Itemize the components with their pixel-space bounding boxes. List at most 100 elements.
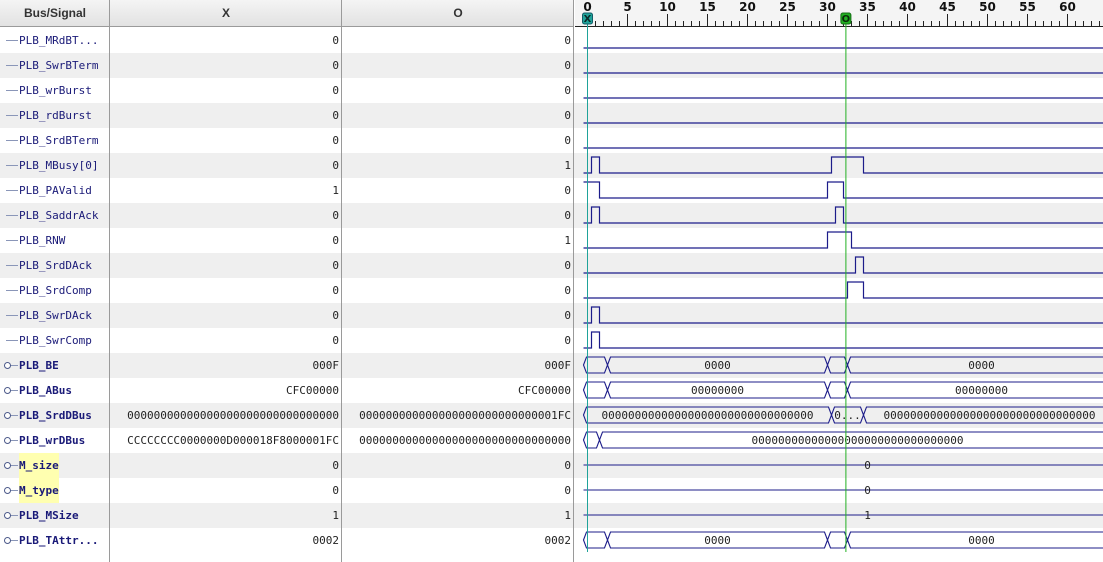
waveform-viewer[interactable]: 0510152025303540455055606000000000000000… xyxy=(575,0,1103,562)
tree-line-icon xyxy=(6,190,18,191)
signal-name[interactable]: PLB_SrdDBus xyxy=(19,409,92,422)
header-bus-signal[interactable]: Bus/Signal xyxy=(0,0,110,27)
bus-value-label: 0000 xyxy=(968,359,995,372)
signal-row[interactable]: PLB_ABus CFC00000 CFC00000 xyxy=(0,378,1103,403)
tree-line-icon xyxy=(6,165,18,166)
signal-name[interactable]: PLB_BE xyxy=(19,359,59,372)
ruler-tick-label: 20 xyxy=(739,0,756,14)
signal-row[interactable]: PLB_TAttr... 0002 0002 xyxy=(0,528,1103,553)
signal-name[interactable]: PLB_ABus xyxy=(19,384,72,397)
ruler-tick-label: 0 xyxy=(583,0,591,14)
o-cursor-label[interactable]: O xyxy=(842,14,851,25)
o-cursor-value: 0 xyxy=(564,284,571,297)
signal-name[interactable]: PLB_SwrDAck xyxy=(19,309,92,322)
signal-row[interactable]: PLB_SrdComp 0 0 xyxy=(0,278,1103,303)
signal-row[interactable]: M_type 0 0 xyxy=(0,478,1103,503)
expand-bus-icon[interactable] xyxy=(4,437,11,444)
signal-name[interactable]: M_size xyxy=(19,453,59,478)
o-cursor-value: 0 xyxy=(564,34,571,47)
x-cursor-value: 0 xyxy=(332,459,339,472)
signal-row[interactable]: PLB_wrBurst 0 0 xyxy=(0,78,1103,103)
signal-name[interactable]: PLB_PAValid xyxy=(19,184,92,197)
ruler-tick-label: 5 xyxy=(623,0,631,14)
expand-bus-icon[interactable] xyxy=(4,537,11,544)
tree-line-icon xyxy=(6,115,18,116)
signal-name[interactable]: PLB_SaddrAck xyxy=(19,209,99,222)
x-cursor-value: 0 xyxy=(332,159,339,172)
x-cursor-value: 0002 xyxy=(312,534,340,547)
signal-row[interactable]: PLB_SrdBTerm 0 0 xyxy=(0,128,1103,153)
signal-name[interactable]: PLB_rdBurst xyxy=(19,109,92,122)
o-cursor-value: 0 xyxy=(564,309,571,322)
x-cursor-value: 1 xyxy=(332,509,339,522)
o-cursor-value: 1 xyxy=(564,509,571,522)
x-cursor-value: 000F xyxy=(312,359,340,372)
bus-segment xyxy=(846,531,1103,549)
signal-name[interactable]: PLB_RNW xyxy=(19,234,66,247)
divider-x[interactable] xyxy=(341,0,342,562)
signal-name[interactable]: PLB_SwrBTerm xyxy=(19,59,99,72)
signal-waveform xyxy=(583,181,1103,199)
tree-line-icon xyxy=(6,215,18,216)
expand-bus-icon[interactable] xyxy=(4,387,11,394)
x-cursor-value: 0 xyxy=(332,284,339,297)
tree-line-icon xyxy=(6,265,18,266)
bus-segment xyxy=(846,356,1103,374)
expand-bus-icon[interactable] xyxy=(4,512,11,519)
expand-bus-icon[interactable] xyxy=(4,362,11,369)
signal-name[interactable]: PLB_MRdBT... xyxy=(19,34,99,47)
signal-waveform xyxy=(583,281,1103,299)
o-cursor-marker[interactable] xyxy=(840,12,852,25)
signal-name[interactable]: PLB_SrdComp xyxy=(19,284,92,297)
x-cursor-value: 0 xyxy=(332,109,339,122)
tree-line-icon xyxy=(6,415,18,416)
ruler-tick-label: 55 xyxy=(1019,0,1036,14)
expand-bus-icon[interactable] xyxy=(4,412,11,419)
tree-line-icon xyxy=(6,65,18,66)
o-cursor-value: 0 xyxy=(564,259,571,272)
divider-o[interactable] xyxy=(573,0,574,562)
o-cursor-value: 1 xyxy=(564,159,571,172)
bus-segment xyxy=(826,531,849,549)
ruler-tick-label: 10 xyxy=(659,0,676,14)
signal-name[interactable]: PLB_MBusy[0] xyxy=(19,159,99,172)
expand-bus-icon[interactable] xyxy=(4,487,11,494)
signal-name[interactable]: PLB_MSize xyxy=(19,509,79,522)
signal-row[interactable]: PLB_MRdBT... 0 0 xyxy=(0,28,1103,53)
x-cursor-marker[interactable] xyxy=(582,12,593,25)
signal-name[interactable]: PLB_SrdDAck xyxy=(19,259,92,272)
x-cursor-value: 0 xyxy=(332,234,339,247)
signal-name[interactable]: PLB_wrDBus xyxy=(19,434,86,447)
signal-row[interactable]: PLB_RNW 0 1 xyxy=(0,228,1103,253)
signal-name[interactable]: PLB_wrBurst xyxy=(19,84,92,97)
x-cursor-value: CCCCCCCC0000000D000018F8000001FC xyxy=(127,434,339,447)
o-cursor-value: 0 xyxy=(564,84,571,97)
signal-row[interactable]: PLB_wrDBus CCCCCCCC0000000D000018F8000001… xyxy=(0,428,1103,453)
signal-name[interactable]: PLB_SwrComp xyxy=(19,334,92,347)
expand-bus-icon[interactable] xyxy=(4,462,11,469)
tree-line-icon xyxy=(6,465,18,466)
header-o-value[interactable]: O xyxy=(342,0,574,27)
header-x-value[interactable]: X xyxy=(110,0,342,27)
tree-line-icon xyxy=(6,390,18,391)
x-cursor-value: 0 xyxy=(332,484,339,497)
tree-line-icon xyxy=(6,290,18,291)
tree-line-icon xyxy=(6,365,18,366)
o-cursor-value: 0 xyxy=(564,109,571,122)
signal-name[interactable]: PLB_SrdBTerm xyxy=(19,134,99,147)
signal-row[interactable]: PLB_SwrComp 0 0 xyxy=(0,328,1103,353)
signal-row[interactable]: PLB_PAValid 1 0 xyxy=(0,178,1103,203)
timeline-ruler[interactable] xyxy=(575,0,1103,27)
bus-value-label: 00000000000000000000000000000000 xyxy=(602,409,814,422)
signal-name[interactable]: M_type xyxy=(19,478,59,503)
divider-signal[interactable] xyxy=(109,0,110,562)
wave-row-bg xyxy=(575,253,1103,278)
o-cursor-value: 0 xyxy=(564,209,571,222)
o-cursor-value: 0 xyxy=(564,184,571,197)
signal-name[interactable]: PLB_TAttr... xyxy=(19,534,99,547)
wave-row-bg xyxy=(575,53,1103,78)
x-cursor-label[interactable]: X xyxy=(584,14,592,25)
wave-row-bg xyxy=(575,103,1103,128)
tree-line-icon xyxy=(6,540,18,541)
x-cursor-value: 0 xyxy=(332,84,339,97)
